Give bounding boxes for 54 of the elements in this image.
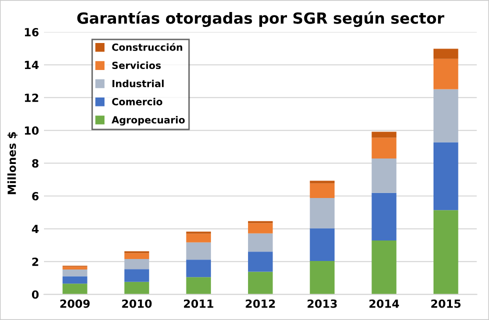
x-tick-label: 2010: [122, 299, 152, 308]
bar: [372, 158, 396, 193]
y-tick-label: 4: [32, 224, 39, 234]
bar: [248, 252, 273, 272]
y-tick-label: 2: [32, 258, 38, 266]
bar: [310, 183, 335, 198]
x-tick-label: 2014: [369, 299, 399, 308]
bar: [372, 138, 396, 158]
x-tick-label: 2013: [308, 299, 337, 308]
bar: [124, 258, 150, 270]
bar: [248, 223, 273, 234]
bar: [124, 282, 150, 294]
x-tick-label: 2009: [60, 299, 90, 308]
bar: [186, 234, 211, 242]
bar: [124, 269, 150, 282]
bar: [372, 192, 396, 240]
legend-label: Comercio: [112, 98, 162, 106]
bar: [310, 228, 335, 261]
bar: [434, 210, 458, 294]
legend-label: Industrial: [112, 80, 164, 88]
bar: [62, 284, 88, 294]
y-axis-title: Millones $: [7, 132, 18, 194]
x-tick-label: 2015: [431, 299, 461, 308]
y-tick-label: 12: [24, 94, 38, 102]
x-tick-label: 2012: [246, 299, 275, 308]
chart-title: Garantías otorgadas por SGR según sector: [77, 11, 444, 27]
bar: [62, 276, 88, 284]
bar: [248, 233, 273, 252]
legend-label: Construcción: [112, 42, 182, 51]
bar: [310, 198, 335, 228]
bar: [310, 180, 335, 184]
bar: [434, 48, 458, 59]
bar: [186, 260, 211, 278]
y-tick-label: 10: [24, 126, 39, 135]
bar: [186, 242, 211, 260]
bar: [248, 272, 273, 294]
y-tick-label: 6: [32, 192, 39, 200]
bar: [434, 58, 458, 90]
x-tick-label: 2011: [184, 299, 214, 308]
y-tick-label: 0: [32, 290, 39, 299]
bar: [434, 142, 458, 210]
legend-label: Servicios: [112, 62, 161, 70]
bar: [372, 132, 396, 138]
bar: [186, 277, 211, 294]
bar: [62, 269, 88, 276]
y-tick-label: 16: [24, 28, 39, 36]
legend-label: Agropecuario: [112, 116, 185, 126]
y-tick-label: 14: [24, 60, 39, 70]
bar: [434, 89, 458, 142]
bar: [62, 266, 88, 270]
bar: [310, 260, 335, 294]
y-tick-label: 8: [32, 159, 38, 168]
bar: [372, 240, 396, 294]
bar: [124, 253, 150, 259]
